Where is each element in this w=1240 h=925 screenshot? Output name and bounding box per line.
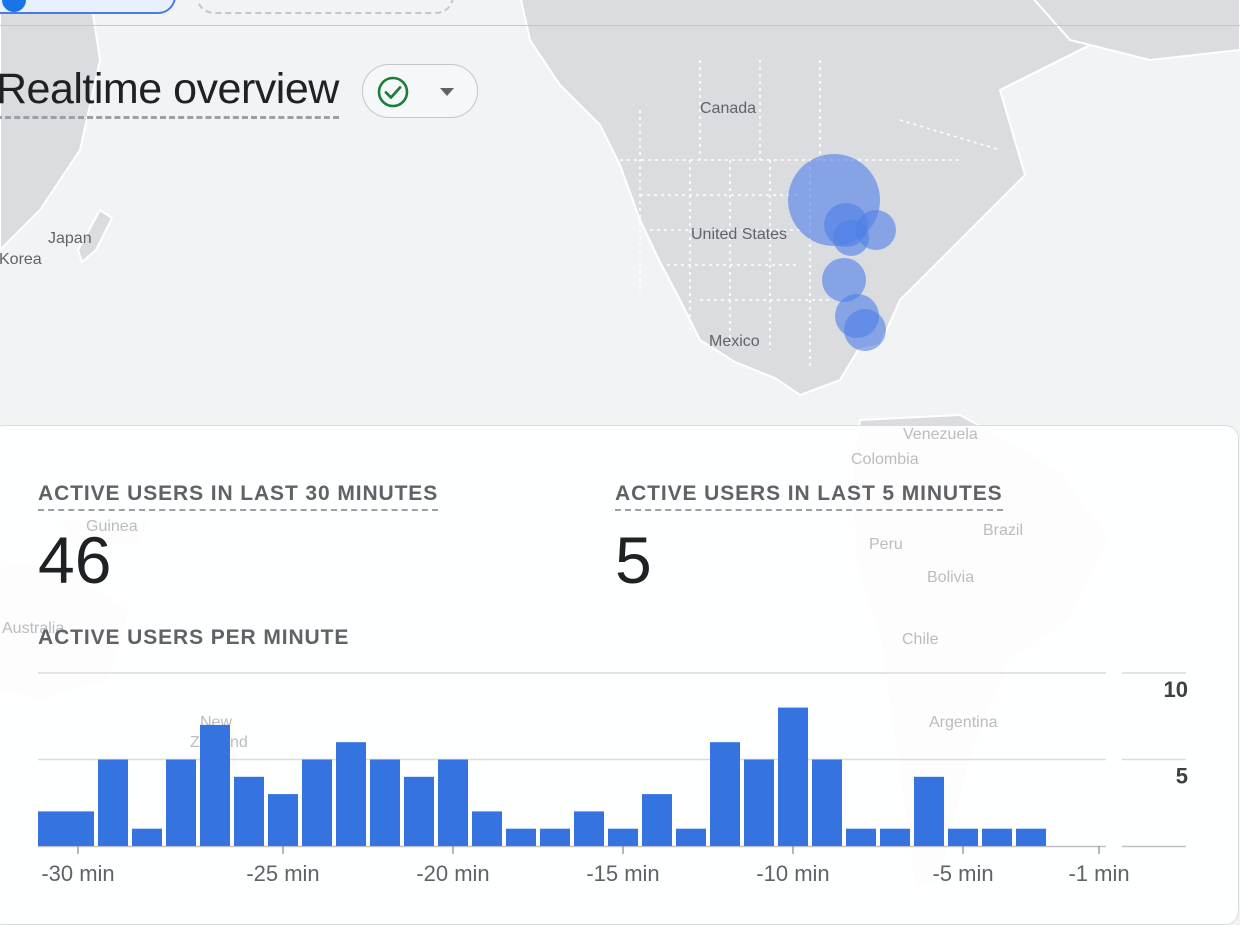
header-divider xyxy=(0,25,1240,26)
map-label-japan: Japan xyxy=(48,230,92,247)
greenland-land xyxy=(1033,0,1240,62)
x-tick-label-5: -5 min xyxy=(932,861,993,886)
bar-min-12[interactable] xyxy=(710,742,740,846)
chart-x-axis: -30 min -25 min -20 min -15 min -10 min -5 mi… xyxy=(41,846,1130,886)
bubble-atlanta xyxy=(822,258,866,302)
map-label-korea: Korea xyxy=(0,251,42,268)
y-tick-label-0: 10 xyxy=(1164,677,1188,702)
bar-min-10[interactable] xyxy=(778,707,808,846)
x-tick-label-3: -15 min xyxy=(586,861,659,886)
map-label-guinea: Guinea xyxy=(86,518,138,535)
bar-min-25[interactable] xyxy=(268,794,298,846)
bar-min-16[interactable] xyxy=(574,811,604,846)
y-tick-label-1: 5 xyxy=(1176,764,1188,789)
bar-min-11[interactable] xyxy=(744,759,774,847)
bar-min-4[interactable] xyxy=(982,828,1012,846)
bar-min-14[interactable] xyxy=(642,794,672,846)
bar-min-3[interactable] xyxy=(1016,828,1046,846)
bar-min-18[interactable] xyxy=(506,828,536,846)
bar-min-21[interactable] xyxy=(404,776,434,846)
bar-min-23[interactable] xyxy=(336,742,366,846)
x-tick-label-1: -25 min xyxy=(246,861,319,886)
active-users-30min-label[interactable]: ACTIVE USERS IN LAST 30 MINUTES xyxy=(38,482,439,511)
bar-min-5[interactable] xyxy=(948,828,978,846)
bar-min-26[interactable] xyxy=(234,776,264,846)
active-users-5min-label[interactable]: ACTIVE USERS IN LAST 5 MINUTES xyxy=(615,482,1003,511)
bar-min-30[interactable] xyxy=(98,759,128,847)
bar-min-27[interactable] xyxy=(200,724,230,846)
map-label-venezuela: Venezuela xyxy=(903,426,978,443)
map-label-bolivia: Bolivia xyxy=(927,569,975,586)
bubble-orlando xyxy=(844,309,886,351)
bar-min-7[interactable] xyxy=(880,828,910,846)
dropdown-arrow-icon xyxy=(440,88,454,96)
map-label-brazil: Brazil xyxy=(983,522,1024,539)
x-tick-label-6: -1 min xyxy=(1068,861,1129,886)
bar-min-31[interactable] xyxy=(38,811,94,846)
bar-min-8[interactable] xyxy=(846,828,876,846)
bar-min-28[interactable] xyxy=(166,759,196,847)
chart-bars xyxy=(38,707,1046,847)
asia-land xyxy=(0,0,102,252)
map-label-united-states: United States xyxy=(691,226,788,243)
active-users-5min-value: 5 xyxy=(615,523,652,597)
chip-color-dot xyxy=(2,0,26,12)
map-label-australia: Australia xyxy=(2,620,65,637)
bar-min-13[interactable] xyxy=(676,828,706,846)
map-label-chile: Chile xyxy=(902,631,939,648)
japan-land xyxy=(76,208,114,264)
comparison-chip[interactable] xyxy=(0,0,176,14)
bar-min-9[interactable] xyxy=(812,759,842,847)
state-borders xyxy=(620,60,1001,370)
x-tick-label-2: -20 min xyxy=(416,861,489,886)
page-title[interactable]: Realtime overview xyxy=(0,62,339,119)
x-tick-label-0: -30 min xyxy=(41,861,114,886)
bar-min-15[interactable] xyxy=(608,828,638,846)
map-label-argentina: Argentina xyxy=(929,714,998,731)
bar-min-20[interactable] xyxy=(438,759,468,847)
x-tick-label-4: -10 min xyxy=(756,861,829,886)
bar-min-24[interactable] xyxy=(302,759,332,847)
check-circle-icon xyxy=(377,76,409,108)
chart-y-axis: 10 5 xyxy=(1164,677,1188,789)
map-label-mexico: Mexico xyxy=(709,333,760,350)
bar-min-22[interactable] xyxy=(370,759,400,847)
active-users-per-minute-chart[interactable]: -30 min -25 min -20 min -15 min -10 min -5 mi… xyxy=(0,660,1240,906)
active-users-per-minute-label: ACTIVE USERS PER MINUTE xyxy=(38,626,350,649)
map-label-canada: Canada xyxy=(700,100,757,117)
bubble-indiana xyxy=(833,220,869,256)
active-users-30min-value: 46 xyxy=(38,523,112,597)
bar-min-29[interactable] xyxy=(132,828,162,846)
map-label-colombia: Colombia xyxy=(851,451,919,468)
user-bubbles xyxy=(788,154,896,351)
bar-min-6[interactable] xyxy=(914,776,944,846)
add-comparison-chip[interactable] xyxy=(196,0,454,14)
data-quality-status-button[interactable] xyxy=(362,64,478,118)
map-label-peru: Peru xyxy=(869,536,903,553)
bar-min-17[interactable] xyxy=(540,828,570,846)
bar-min-19[interactable] xyxy=(472,811,502,846)
